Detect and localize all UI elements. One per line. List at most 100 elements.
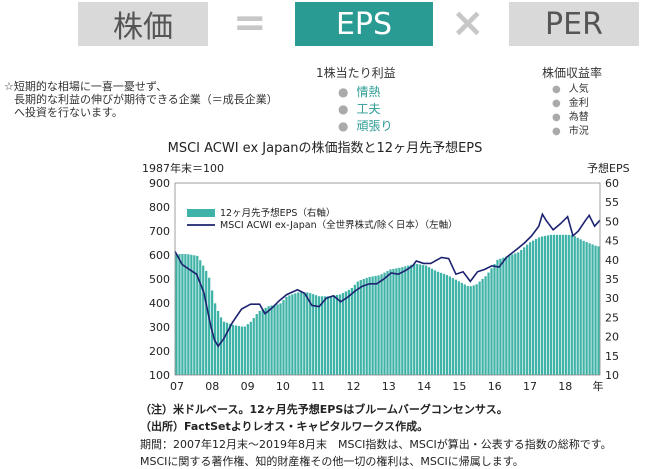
x-tick-label: 10	[276, 380, 290, 393]
eps-bullet: ● 情熱	[338, 85, 381, 99]
eps-bar	[534, 239, 538, 375]
eps-bar	[190, 254, 193, 375]
per-box: PER	[509, 2, 639, 46]
per-label: PER	[545, 6, 603, 42]
eps-bar	[433, 270, 437, 375]
eps-bar	[377, 275, 380, 375]
eps-bar	[469, 286, 472, 375]
eps-bar	[261, 309, 264, 375]
eps-bar	[579, 239, 582, 375]
equals-sign: =	[233, 0, 267, 46]
eps-bar	[543, 235, 547, 375]
eps-bar	[300, 292, 303, 375]
times-sign: ×	[451, 0, 485, 46]
bullet-dot-icon: ●	[338, 85, 349, 99]
eps-bar	[208, 277, 211, 375]
eps-bar	[264, 307, 267, 375]
eps-bar	[383, 272, 386, 375]
eps-bar	[496, 259, 499, 375]
eps-bars	[175, 234, 600, 375]
legend-bar-label: 12ヶ月先予想EPS（右軸）	[220, 207, 335, 219]
note-line: へ投資を行ないます。	[14, 106, 123, 119]
left-tick-label: 700	[149, 225, 170, 238]
left-axis-unit: 1987年末＝100	[142, 162, 224, 175]
legend: 12ヶ月先予想EPS（右軸） MSCI ACWI ex-Japan（全世界株式/…	[187, 207, 458, 231]
right-axis-unit: 予想EPS	[587, 162, 630, 175]
right-tick-label: 50	[605, 215, 619, 228]
eps-bar	[353, 284, 356, 375]
eps-bar	[463, 284, 466, 375]
bullet-dot-icon: ●	[552, 84, 561, 95]
stock-price-box: 株価	[78, 2, 208, 46]
eps-bar	[202, 265, 205, 375]
right-tick-label: 40	[605, 254, 619, 267]
right-tick-label: 10	[605, 369, 619, 382]
eps-bar	[335, 295, 339, 375]
eps-bar	[234, 325, 238, 375]
eps-bar	[294, 293, 297, 375]
eps-bar	[585, 242, 588, 375]
eps-bar	[407, 265, 410, 375]
left-tick-label: 600	[149, 249, 170, 262]
eps-bar	[196, 255, 199, 375]
per-subtitle: 株価収益率	[542, 66, 603, 80]
eps-bar	[567, 234, 570, 375]
eps-bar	[410, 264, 413, 375]
eps-bar	[546, 235, 550, 375]
eps-bar	[255, 314, 258, 375]
eps-bar	[413, 263, 416, 375]
eps-bar	[401, 267, 404, 375]
eps-bar	[526, 244, 529, 375]
eps-bar	[362, 279, 365, 375]
eps-bar	[416, 263, 419, 375]
eps-bar	[558, 234, 562, 375]
x-tick-label: 08	[205, 380, 219, 393]
eps-label: EPS	[335, 6, 393, 42]
x-tick-label: 17	[523, 380, 537, 393]
eps-bar	[439, 272, 443, 375]
right-tick-label: 60	[605, 177, 619, 190]
x-tick-label: 13	[382, 380, 396, 393]
eps-bar	[323, 296, 327, 375]
eps-bar	[529, 242, 532, 375]
eps-bar	[320, 296, 324, 375]
eps-bar	[187, 254, 190, 375]
eps-bar	[350, 287, 353, 375]
eps-bar	[427, 267, 431, 375]
left-tick-label: 500	[149, 273, 170, 286]
footnote-source: （出所）FactSetよりレオス・キャピタルワークス作成。	[140, 420, 429, 433]
eps-bar	[267, 306, 270, 375]
note-line: 長期的な利益の伸びが期待できる企業（＝成長企業）	[14, 93, 278, 106]
left-tick-label: 800	[149, 201, 170, 214]
left-tick-label: 400	[149, 297, 170, 310]
eps-bar	[517, 252, 520, 375]
eps-bar	[243, 326, 246, 375]
eps-bar	[493, 264, 496, 375]
bullet-dot-icon: ●	[552, 126, 561, 137]
eps-bar	[380, 274, 383, 375]
footnote-period: 期間：2007年12月末～2019年8月末 MSCI指数は、MSCIが算出・公表…	[140, 438, 612, 451]
right-tick-label: 15	[605, 350, 619, 363]
eps-bar	[582, 240, 585, 375]
right-tick-label: 20	[605, 331, 619, 344]
right-tick-label: 35	[605, 273, 619, 286]
eps-bar	[487, 272, 490, 375]
eps-bar	[484, 276, 487, 375]
eps-bar	[430, 268, 434, 375]
bullet-dot-icon: ●	[552, 112, 561, 123]
eps-bar	[252, 318, 255, 375]
eps-bar	[588, 243, 591, 375]
eps-bar	[451, 278, 455, 375]
eps-bar	[291, 294, 294, 375]
eps-bar	[481, 278, 484, 375]
eps-bar	[436, 271, 440, 375]
eps-bar	[508, 255, 511, 375]
eps-bar	[285, 296, 288, 375]
eps-bar	[288, 295, 291, 375]
eps-bar	[344, 291, 348, 375]
eps-bar	[303, 292, 306, 375]
x-tick-label: 09	[241, 380, 255, 393]
bullet-dot-icon: ●	[552, 98, 561, 109]
eps-bar	[225, 322, 229, 375]
